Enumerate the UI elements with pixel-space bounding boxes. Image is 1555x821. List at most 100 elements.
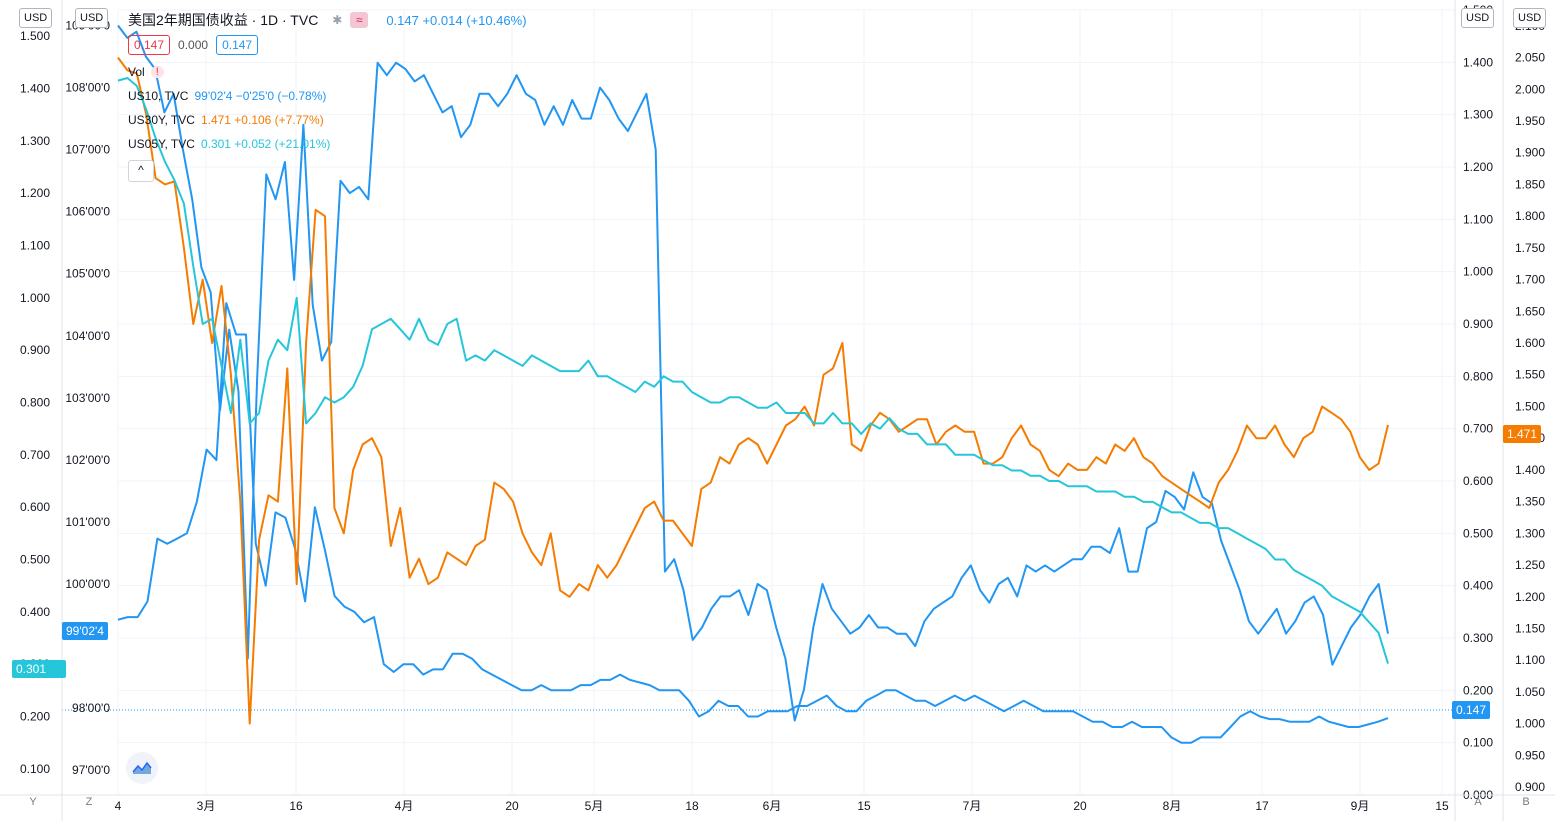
corner-y[interactable]: Y [29,796,37,808]
symbol-row: 美国2年期国债收益 · 1D · TVC ✱ ≈ 0.147 +0.014 (+… [128,9,527,31]
tradingview-logo-icon[interactable] [126,752,158,784]
z-axis-tick: 103'00'0 [65,391,110,405]
warning-icon[interactable]: ! [150,66,164,78]
series-line-us2y[interactable] [117,302,1389,744]
z-axis-tick: 108'00'0 [65,81,110,95]
y-axis-tick: 0.600 [20,500,50,514]
x-tick-label: 8月 [1163,799,1182,813]
a-axis-tick: 1.100 [1463,212,1493,226]
b-axis-tick: 1.000 [1515,717,1545,731]
a-axis-tick: 1.000 [1463,265,1493,279]
z-axis-tick: 97'00'0 [72,763,110,777]
y-axis-tick: 1.300 [20,134,50,148]
a-axis-tick: 1.400 [1463,55,1493,69]
x-tick-label: 6月 [763,799,782,813]
x-tick-label: 4月 [395,799,414,813]
a-axis-tick: 1.300 [1463,108,1493,122]
x-tick-label: 20 [505,799,519,813]
b-axis-tick: 1.250 [1515,558,1545,572]
b-axis-tick: 1.650 [1515,304,1545,318]
x-tick-label: 18 [685,799,699,813]
corner-b[interactable]: B [1522,796,1530,808]
a-axis-tick: 0.500 [1463,526,1493,540]
x-tick-label: 17 [1255,799,1269,813]
ask-box[interactable]: 0.147 [216,35,259,55]
z-axis-tick: 101'00'0 [65,515,110,529]
price-tag-us10: 99'02'4 [62,622,108,640]
unit-tag-z[interactable]: USD [75,8,109,28]
a-axis-tick: 0.300 [1463,631,1493,645]
series-line-us30y[interactable] [117,57,1389,725]
b-axis-tick: 1.550 [1515,368,1545,382]
bid-box[interactable]: 0.147 [128,35,171,55]
b-axis-tick: 2.000 [1515,82,1545,96]
a-axis-tick: 1.200 [1463,160,1493,174]
y-axis-tick: 1.500 [20,29,50,43]
series-name-us05y: US05Y, TVC [128,137,195,151]
b-axis-tick: 1.700 [1515,273,1545,287]
unit-tag-a[interactable]: USD [1461,8,1495,28]
b-axis-tick: 1.150 [1515,621,1545,635]
a-axis-tick: 0.800 [1463,369,1493,383]
series-value-us10: 99'02'4 −0'25'0 (−0.78%) [194,89,327,103]
price-tag-us2y: 0.147 [1452,701,1491,719]
b-axis-tick: 1.350 [1515,495,1545,509]
series-row-us10[interactable]: US10, TVC 99'02'4 −0'25'0 (−0.78%) [128,84,527,108]
series-row-us05y[interactable]: US05Y, TVC 0.301 +0.052 (+21.01%) [128,132,527,156]
b-axis-tick: 1.900 [1515,146,1545,160]
a-axis-tick: 0.900 [1463,317,1493,331]
unit-tag-y[interactable]: USD [19,8,53,28]
corner-a[interactable]: A [1474,796,1482,808]
bid-ask-row: 0.147 0.000 0.147 [128,34,527,56]
x-tick-label: 15 [1435,799,1449,813]
y-axis-tick: 0.400 [20,605,50,619]
a-axis-tick: 0.200 [1463,683,1493,697]
b-axis-tick: 1.050 [1515,685,1545,699]
series-name-us30y: US30Y, TVC [128,113,195,127]
x-tick-label: 5月 [585,799,604,813]
b-axis-tick: 1.750 [1515,241,1545,255]
price-tag-us05y: 0.301 [12,660,66,678]
y-axis-tick: 0.200 [20,710,50,724]
x-tick-label: 20 [1073,799,1087,813]
series-row-us30y[interactable]: US30Y, TVC 1.471 +0.106 (+7.77%) [128,108,527,132]
b-axis-tick: 1.100 [1515,653,1545,667]
x-tick-label: 3月 [197,799,216,813]
z-axis-tick: 107'00'0 [65,143,110,157]
asterisk-icon[interactable]: ✱ [332,13,343,27]
series-lines [117,24,1389,744]
b-axis-tick: 1.950 [1515,114,1545,128]
wave-icon[interactable]: ≈ [350,12,369,28]
z-axis-tick: 100'00'0 [65,577,110,591]
z-axis-tick: 105'00'0 [65,267,110,281]
series-value-us30y: 1.471 +0.106 (+7.77%) [200,113,324,127]
series-line-us05y[interactable] [117,77,1389,664]
unit-tag-b[interactable]: USD [1513,8,1547,28]
a-axis-tick: 0.400 [1463,579,1493,593]
vol-label[interactable]: Vol [128,65,145,79]
series-value-us05y: 0.301 +0.052 (+21.01%) [200,137,331,151]
price-change: 0.147 +0.014 (+10.46%) [386,12,527,28]
b-axis-tick: 1.800 [1515,209,1545,223]
legend: 美国2年期国债收益 · 1D · TVC ✱ ≈ 0.147 +0.014 (+… [128,9,527,182]
y-axis-tick: 0.100 [20,762,50,776]
b-axis-tick: 2.050 [1515,51,1545,65]
y-axis-tick: 1.200 [20,186,50,200]
symbol-title[interactable]: 美国2年期国债收益 · 1D · TVC [128,12,319,28]
b-axis-tick: 1.200 [1515,590,1545,604]
y-axis-tick: 0.500 [20,553,50,567]
x-tick-label: 15 [857,799,871,813]
b-axis-tick: 1.300 [1515,526,1545,540]
collapse-legend-button[interactable]: ^ [128,160,154,182]
vol-row: Vol ! [128,60,527,84]
price-tag-us30y: 1.471 [1503,425,1542,443]
a-axis-tick: 0.700 [1463,422,1493,436]
b-axis-tick: 1.850 [1515,177,1545,191]
x-tick-label: 16 [289,799,303,813]
z-axis-tick: 106'00'0 [65,205,110,219]
corner-z[interactable]: Z [85,796,93,808]
b-axis-tick: 1.400 [1515,463,1545,477]
spread-value: 0.000 [178,38,209,52]
